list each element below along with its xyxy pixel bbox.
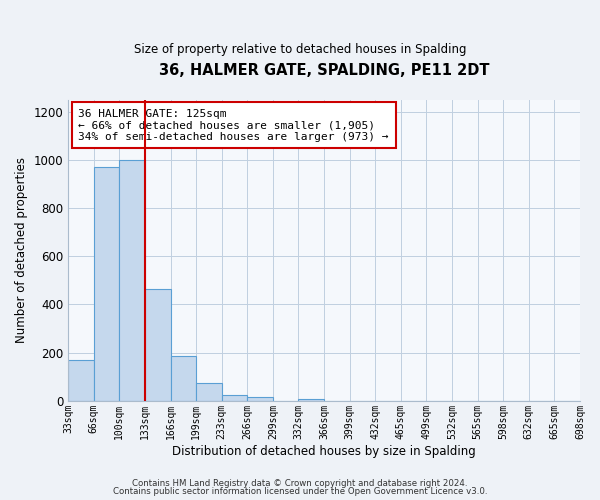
X-axis label: Distribution of detached houses by size in Spalding: Distribution of detached houses by size … [172,444,476,458]
Text: Contains public sector information licensed under the Open Government Licence v3: Contains public sector information licen… [113,487,487,496]
Bar [119,160,145,401]
Y-axis label: Number of detached properties: Number of detached properties [15,157,28,343]
Text: Contains HM Land Registry data © Crown copyright and database right 2024.: Contains HM Land Registry data © Crown c… [132,478,468,488]
Bar [298,398,324,401]
Bar [247,398,273,401]
Bar [94,167,119,401]
Title: 36, HALMER GATE, SPALDING, PE11 2DT: 36, HALMER GATE, SPALDING, PE11 2DT [159,62,490,78]
Text: Size of property relative to detached houses in Spalding: Size of property relative to detached ho… [134,42,466,56]
Bar [196,383,222,401]
Bar [170,356,196,401]
Bar [68,360,94,401]
Bar [145,289,170,401]
Text: 36 HALMER GATE: 125sqm
← 66% of detached houses are smaller (1,905)
34% of semi-: 36 HALMER GATE: 125sqm ← 66% of detached… [79,108,389,142]
Bar [222,395,247,401]
